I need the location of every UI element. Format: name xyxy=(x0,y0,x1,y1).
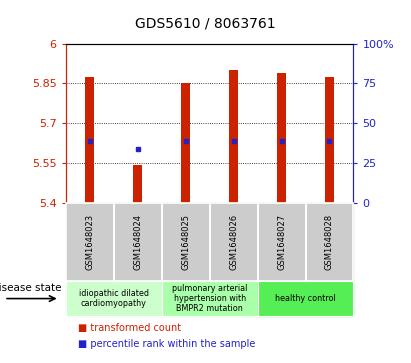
Text: GDS5610 / 8063761: GDS5610 / 8063761 xyxy=(135,16,276,30)
Text: GSM1648028: GSM1648028 xyxy=(325,214,334,270)
Text: pulmonary arterial
hypertension with
BMPR2 mutation: pulmonary arterial hypertension with BMP… xyxy=(172,284,247,314)
Text: disease state: disease state xyxy=(0,283,62,293)
Text: healthy control: healthy control xyxy=(275,294,336,303)
Text: GSM1648027: GSM1648027 xyxy=(277,214,286,270)
Bar xyxy=(277,73,286,203)
Text: GSM1648024: GSM1648024 xyxy=(133,214,142,270)
Text: ■ percentile rank within the sample: ■ percentile rank within the sample xyxy=(78,339,256,350)
Text: GSM1648025: GSM1648025 xyxy=(181,214,190,270)
Bar xyxy=(181,83,190,203)
Text: idiopathic dilated
cardiomyopathy: idiopathic dilated cardiomyopathy xyxy=(79,289,149,308)
Bar xyxy=(133,165,142,203)
Bar xyxy=(229,70,238,203)
Text: GSM1648026: GSM1648026 xyxy=(229,214,238,270)
Text: GSM1648023: GSM1648023 xyxy=(85,214,94,270)
Bar xyxy=(85,77,94,203)
Bar xyxy=(325,77,334,203)
Text: ■ transformed count: ■ transformed count xyxy=(78,323,181,333)
